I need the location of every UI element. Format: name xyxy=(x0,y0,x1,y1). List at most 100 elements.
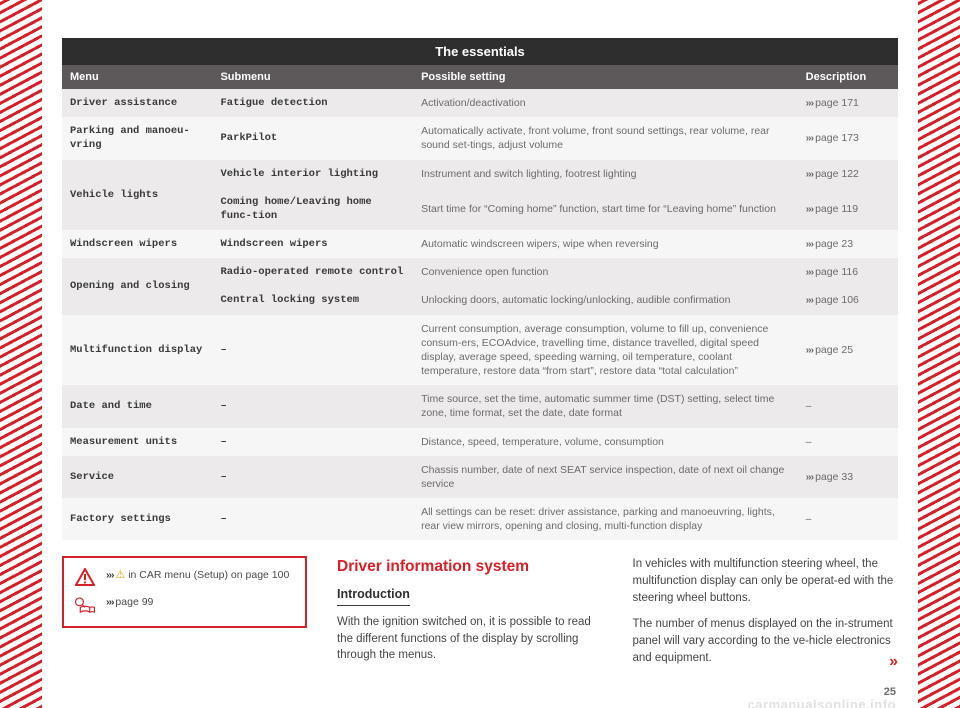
cell-menu: Factory settings xyxy=(62,498,212,540)
cell-menu: Date and time xyxy=(62,385,212,427)
th-desc: Description xyxy=(798,65,898,89)
chevrons-icon: ››› xyxy=(806,471,815,483)
cell-submenu: Vehicle interior lighting xyxy=(212,160,413,188)
note-row-warning: ››› ⚠ in CAR menu (Setup) on page 100 xyxy=(74,568,291,586)
page-ref: page 119 xyxy=(815,203,858,215)
text-column-2: In vehicles with multifunction steering … xyxy=(633,556,899,676)
page-ref: page 23 xyxy=(815,238,853,250)
cell-submenu: ParkPilot xyxy=(212,117,413,159)
paragraph-2: In vehicles with multifunction steering … xyxy=(633,556,899,606)
cell-submenu: – xyxy=(212,315,413,386)
cell-setting: Current consumption, average consumption… xyxy=(413,315,798,386)
section-heading: Driver information system xyxy=(337,556,603,578)
cell-description: ››› page 33 xyxy=(798,456,898,498)
cell-submenu: Windscreen wipers xyxy=(212,230,413,258)
cell-description: ››› page 25 xyxy=(798,315,898,386)
table-row: Parking and manoeu- vringParkPilotAutoma… xyxy=(62,117,898,159)
warning-note-box: ››› ⚠ in CAR menu (Setup) on page 100 ››… xyxy=(62,556,307,628)
cell-description: – xyxy=(798,385,898,427)
cell-description: ››› page 106 xyxy=(798,286,898,314)
cell-menu: Vehicle lights xyxy=(62,160,212,231)
cell-submenu: – xyxy=(212,428,413,456)
cell-menu: Windscreen wipers xyxy=(62,230,212,258)
table-header-row: Menu Submenu Possible setting Descriptio… xyxy=(62,65,898,89)
table-row: Date and time–Time source, set the time,… xyxy=(62,385,898,427)
chevrons-icon: ››› xyxy=(806,238,815,250)
th-setting: Possible setting xyxy=(413,65,798,89)
table-body: Driver assistanceFatigue detectionActiva… xyxy=(62,89,898,540)
chevrons-icon: ››› xyxy=(806,203,815,215)
chevrons-icon: ››› xyxy=(106,596,115,608)
table-row: Windscreen wipersWindscreen wipersAutoma… xyxy=(62,230,898,258)
inline-warning-icon: ⚠ xyxy=(115,569,125,581)
continuation-arrow-icon: » xyxy=(889,650,898,673)
watermark-text: carmanualsonline.info xyxy=(748,697,896,708)
page-ref: page 106 xyxy=(815,294,859,306)
page-title: The essentials xyxy=(62,38,898,65)
cell-setting: Time source, set the time, automatic sum… xyxy=(413,385,798,427)
table-row: Driver assistanceFatigue detectionActiva… xyxy=(62,89,898,117)
cell-submenu: Fatigue detection xyxy=(212,89,413,117)
cell-description: – xyxy=(798,498,898,540)
chevrons-icon: ››› xyxy=(806,266,815,278)
cell-menu: Opening and closing xyxy=(62,258,212,314)
note-text-1: ››› ⚠ in CAR menu (Setup) on page 100 xyxy=(106,568,289,581)
cell-setting: Automatically activate, front volume, fr… xyxy=(413,117,798,159)
table-row: Multifunction display–Current consumptio… xyxy=(62,315,898,386)
paragraph-3: The number of menus displayed on the in-… xyxy=(633,616,899,666)
cell-description: ››› page 23 xyxy=(798,230,898,258)
cell-menu: Multifunction display xyxy=(62,315,212,386)
cell-description: ››› page 116 xyxy=(798,258,898,286)
text-column-1: Driver information system Introduction W… xyxy=(337,556,603,674)
page-ref: page 122 xyxy=(815,168,859,180)
chevrons-icon: ››› xyxy=(106,569,115,581)
table-row: Measurement units–Distance, speed, tempe… xyxy=(62,428,898,456)
below-table-section: ››› ⚠ in CAR menu (Setup) on page 100 ››… xyxy=(62,556,898,676)
page-ref: page 25 xyxy=(815,344,853,356)
stripe-border-right xyxy=(918,0,960,708)
stripe-border-left xyxy=(0,0,42,708)
cell-menu: Measurement units xyxy=(62,428,212,456)
cell-submenu: Central locking system xyxy=(212,286,413,314)
cell-setting: Start time for “Coming home” function, s… xyxy=(413,188,798,230)
cell-submenu: – xyxy=(212,385,413,427)
table-row: Vehicle lightsVehicle interior lightingI… xyxy=(62,160,898,188)
settings-table: Menu Submenu Possible setting Descriptio… xyxy=(62,65,898,540)
book-icon xyxy=(74,596,96,614)
cell-setting: Chassis number, date of next SEAT servic… xyxy=(413,456,798,498)
note-text-2: ››› page 99 xyxy=(106,596,153,608)
note-text-1-body: in CAR menu (Setup) on page 100 xyxy=(125,569,289,581)
cell-submenu: Radio-operated remote control xyxy=(212,258,413,286)
cell-setting: All settings can be reset: driver assist… xyxy=(413,498,798,540)
cell-submenu: – xyxy=(212,456,413,498)
cell-setting: Distance, speed, temperature, volume, co… xyxy=(413,428,798,456)
paragraph-1: With the ignition switched on, it is pos… xyxy=(337,614,603,664)
cell-setting: Instrument and switch lighting, footrest… xyxy=(413,160,798,188)
cell-setting: Activation/deactivation xyxy=(413,89,798,117)
page-ref: page 33 xyxy=(815,471,853,483)
note-row-book: ››› page 99 xyxy=(74,596,291,614)
cell-submenu: Coming home/Leaving home func-tion xyxy=(212,188,413,230)
paragraph-3-body: The number of menus displayed on the in-… xyxy=(633,618,893,663)
chevrons-icon: ››› xyxy=(806,294,815,306)
cell-description: ››› page 122 xyxy=(798,160,898,188)
chevrons-icon: ››› xyxy=(806,168,815,180)
cell-setting: Unlocking doors, automatic locking/unloc… xyxy=(413,286,798,314)
cell-menu: Service xyxy=(62,456,212,498)
table-row: Factory settings–All settings can be res… xyxy=(62,498,898,540)
page-ref: page 171 xyxy=(815,97,859,109)
cell-description: ››› page 119 xyxy=(798,188,898,230)
table-row: Service–Chassis number, date of next SEA… xyxy=(62,456,898,498)
cell-description: – xyxy=(798,428,898,456)
table-row: Opening and closingRadio-operated remote… xyxy=(62,258,898,286)
page-ref: page 116 xyxy=(815,266,858,278)
th-submenu: Submenu xyxy=(212,65,413,89)
cell-menu: Driver assistance xyxy=(62,89,212,117)
warning-triangle-icon xyxy=(74,568,96,586)
cell-submenu: – xyxy=(212,498,413,540)
chevrons-icon: ››› xyxy=(806,344,815,356)
cell-setting: Automatic windscreen wipers, wipe when r… xyxy=(413,230,798,258)
cell-description: ››› page 173 xyxy=(798,117,898,159)
cell-menu: Parking and manoeu- vring xyxy=(62,117,212,159)
note-text-2-body: page 99 xyxy=(115,596,153,608)
